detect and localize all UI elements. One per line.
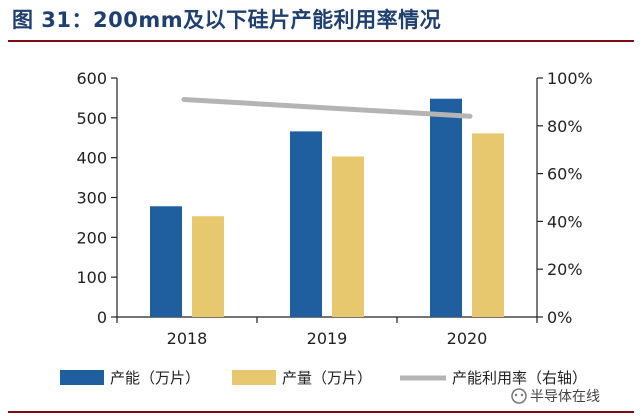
- figure-title: 图 31：200mm及以下硅片产能利用率情况: [12, 8, 442, 32]
- legend-label-capacity: 产能（万片）: [110, 369, 200, 387]
- bar-output: [332, 156, 364, 317]
- left-axis-tick-label: 100: [76, 268, 107, 287]
- chart-axes: 0 100 200 300 400 500 600 0% 20% 40% 60% 80% 100% 201…: [76, 69, 592, 348]
- wechat-icon: [511, 388, 527, 404]
- legend-label-output: 产量（万片）: [282, 369, 372, 387]
- right-axis-tick-label: 0%: [547, 308, 572, 327]
- right-axis-tick-label: 40%: [547, 212, 583, 231]
- right-axis-tick-label: 60%: [547, 165, 583, 184]
- bar-capacity: [290, 131, 322, 317]
- watermark: 半导体在线: [511, 388, 600, 405]
- x-axis-tick-label: 2020: [447, 329, 488, 348]
- wechat-icon-dot: [514, 393, 518, 397]
- bar-output: [472, 133, 504, 317]
- utilization-line: [181, 97, 473, 119]
- left-axis-tick-label: 400: [76, 149, 107, 168]
- chart-legend: 产能（万片） 产量（万片） 产能利用率（右轴）: [60, 369, 587, 387]
- watermark-text: 半导体在线: [530, 389, 600, 405]
- bar-capacity: [150, 206, 182, 317]
- left-axis-tick-label: 0: [97, 308, 107, 327]
- bar-capacity: [430, 98, 462, 317]
- right-axis-tick-label: 20%: [547, 260, 583, 279]
- left-axis-tick-label: 300: [76, 189, 107, 208]
- right-axis-tick-label: 100%: [547, 69, 593, 88]
- wechat-icon-dot: [520, 393, 524, 397]
- legend-swatch-capacity: [60, 370, 104, 385]
- bottom-rule: [8, 411, 634, 413]
- chart-line: [181, 97, 473, 119]
- bar-output: [192, 216, 224, 317]
- x-axis-tick-label: 2019: [307, 329, 348, 348]
- right-axis-tick-label: 80%: [547, 117, 583, 136]
- left-axis-tick-label: 600: [76, 69, 107, 88]
- legend-label-utilization: 产能利用率（右轴）: [452, 369, 587, 387]
- title-rule: [8, 40, 634, 42]
- legend-swatch-output: [232, 370, 276, 385]
- left-axis-tick-label: 200: [76, 228, 107, 247]
- left-axis-tick-label: 500: [76, 109, 107, 128]
- x-axis-tick-label: 2018: [167, 329, 208, 348]
- chart-bars: [150, 98, 504, 317]
